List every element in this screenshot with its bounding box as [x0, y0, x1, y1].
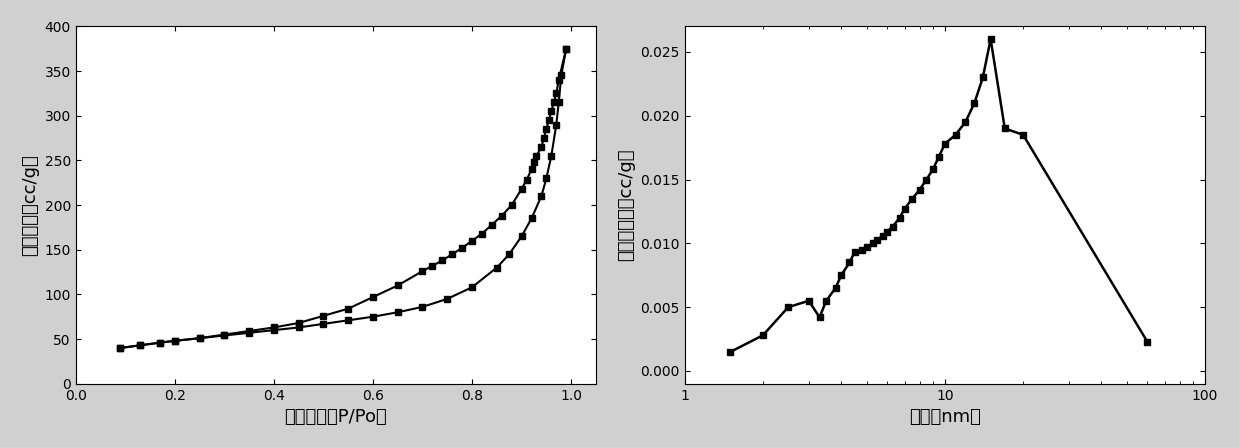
Y-axis label: 脱附孔体积（cc/g）: 脱附孔体积（cc/g） — [617, 149, 634, 261]
X-axis label: 相对压力（P/Po）: 相对压力（P/Po） — [285, 408, 387, 426]
Y-axis label: 吸附体积（cc/g）: 吸附体积（cc/g） — [21, 154, 38, 256]
X-axis label: 孔径（nm）: 孔径（nm） — [909, 408, 981, 426]
